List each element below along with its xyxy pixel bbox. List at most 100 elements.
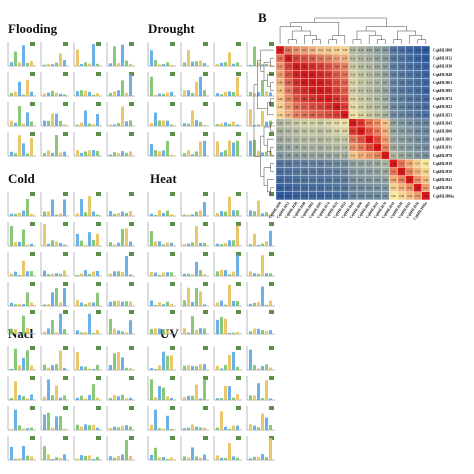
cell-value-label: 0.63	[367, 122, 372, 125]
mini-bar	[10, 368, 13, 370]
mini-plot-0-1-1	[40, 72, 69, 97]
mini-badge-icon	[63, 376, 68, 380]
mini-bar	[158, 386, 161, 400]
mini-bar	[59, 273, 62, 276]
cell-value-label: 0.81	[351, 130, 356, 133]
mini-plot-5-0-2	[213, 346, 242, 371]
cell-value-label: -0.03	[334, 163, 340, 166]
cell-value-label: 0.13	[367, 90, 372, 93]
cell-value-label: 0.87	[318, 98, 323, 101]
mini-bar	[170, 397, 173, 400]
cell-value-label: 0.08	[383, 171, 388, 174]
mini-bar	[109, 154, 112, 156]
mini-bar	[96, 329, 99, 334]
mini-bar	[22, 210, 25, 216]
mini-bar	[88, 313, 91, 334]
cell-value-label: -0.03	[391, 106, 397, 109]
mini-badge-icon	[30, 436, 35, 440]
cell-value-label: 0.07	[286, 146, 291, 149]
cell-value-label: 0.17	[310, 130, 315, 133]
mini-plot-0-3-3	[106, 132, 135, 157]
mini-bar	[63, 328, 66, 334]
mini-badge-icon	[269, 42, 274, 46]
mini-bar	[30, 121, 33, 126]
mini-bar	[129, 426, 132, 430]
mini-bar	[18, 394, 21, 400]
cell-value-label: 0.88	[302, 65, 307, 68]
cell-value-label: 0.15	[318, 130, 323, 133]
mini-badge-icon	[96, 72, 101, 76]
cell-value-label: 0.14	[310, 138, 315, 141]
mini-bar	[117, 330, 120, 334]
mini-plot-0-1-3	[106, 72, 135, 97]
cell-value-label: 0.22	[359, 114, 364, 117]
mini-bar	[224, 385, 227, 400]
mini-bar	[170, 64, 173, 66]
mini-bar	[51, 64, 54, 66]
mini-bar	[158, 274, 161, 276]
mini-bar	[113, 301, 116, 306]
mini-bar	[59, 458, 62, 460]
mini-bar	[80, 199, 83, 216]
mini-bar	[236, 76, 239, 96]
mini-plot-1-3-0	[147, 132, 176, 157]
mini-bar	[55, 113, 58, 126]
cell-value-label: -0.09	[399, 90, 405, 93]
cell-value-label: 0.74	[343, 98, 348, 101]
mini-bar	[195, 151, 198, 156]
mini-bar	[150, 379, 153, 400]
mini-bar	[195, 456, 198, 460]
mini-bar	[261, 80, 264, 96]
mini-bar	[80, 332, 83, 334]
mini-plot-4-2-2	[73, 406, 102, 431]
mini-bar	[96, 93, 99, 96]
mini-bar	[59, 53, 62, 66]
cell-value-label: 0.05	[383, 179, 388, 182]
mini-bar	[154, 150, 157, 156]
mini-bar	[88, 232, 91, 246]
row-dendrogram	[253, 49, 274, 197]
mini-bar	[249, 140, 252, 156]
mini-bar	[59, 93, 62, 96]
mini-badge-icon	[236, 252, 241, 256]
cell-value-label: 0.78	[334, 90, 339, 93]
mini-bar	[170, 154, 173, 156]
mini-bar	[195, 426, 198, 430]
mini-bar	[199, 364, 202, 370]
cell-value-label: 0.79	[334, 114, 339, 117]
mini-bar	[59, 213, 62, 216]
mini-bar	[76, 300, 79, 306]
mini-bar	[92, 150, 95, 156]
cell-value-label: 0.16	[367, 106, 372, 109]
mini-bar	[125, 152, 128, 156]
cell-value-label: -0.10	[277, 163, 283, 166]
mini-plot-5-2-3	[246, 406, 275, 431]
mini-bar	[170, 124, 173, 126]
cell-value-label: 0.74	[375, 138, 380, 141]
cell-value-label: 0.84	[294, 82, 299, 85]
mini-bar	[236, 425, 239, 430]
cell-value-label: 0.12	[351, 49, 356, 52]
mini-badge-icon	[30, 282, 35, 286]
mini-badge-icon	[170, 406, 175, 410]
cell-value-label: 0.58	[383, 146, 388, 149]
mini-plot-0-0-1	[40, 42, 69, 67]
cell-value-label: -0.07	[407, 114, 413, 117]
mini-badge-icon	[63, 72, 68, 76]
mini-bar	[216, 398, 219, 400]
mini-bar	[22, 260, 25, 276]
mini-bar	[170, 428, 173, 430]
mini-bar	[265, 63, 268, 66]
mini-bar	[232, 92, 235, 96]
mini-bar	[257, 244, 260, 246]
mini-bar	[236, 366, 239, 370]
cell-value-label: 0.12	[375, 98, 380, 101]
mini-bar	[14, 348, 17, 370]
mini-plot-3-1-0	[147, 222, 176, 247]
cell-value-label: 0.41	[318, 49, 323, 52]
mini-bar	[191, 424, 194, 430]
cell-value-label: -0.08	[310, 171, 316, 174]
mini-bar	[47, 63, 50, 66]
mini-bar	[228, 196, 231, 216]
mini-badge-icon	[96, 282, 101, 286]
